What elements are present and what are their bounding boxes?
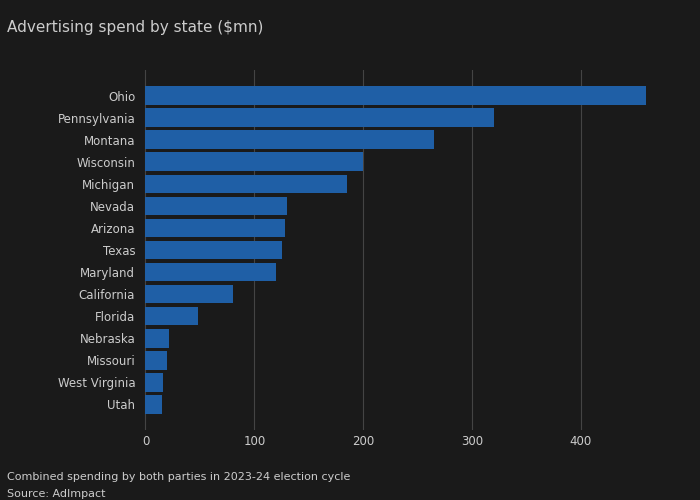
Text: Advertising spend by state ($mn): Advertising spend by state ($mn) <box>7 20 263 35</box>
Bar <box>146 174 347 194</box>
Bar <box>146 306 197 326</box>
Bar <box>146 262 276 281</box>
Text: Source: AdImpact: Source: AdImpact <box>7 489 106 499</box>
Text: Combined spending by both parties in 2023-24 election cycle: Combined spending by both parties in 202… <box>7 472 351 482</box>
Bar <box>146 329 169 347</box>
Bar <box>146 130 434 149</box>
Bar <box>146 240 281 260</box>
Bar <box>146 373 163 392</box>
Bar <box>146 351 167 370</box>
Bar <box>146 284 232 304</box>
Bar <box>146 108 494 127</box>
Bar <box>146 152 363 171</box>
Bar <box>146 196 287 216</box>
Bar <box>146 218 285 238</box>
Bar <box>146 395 162 413</box>
Bar <box>146 86 646 105</box>
